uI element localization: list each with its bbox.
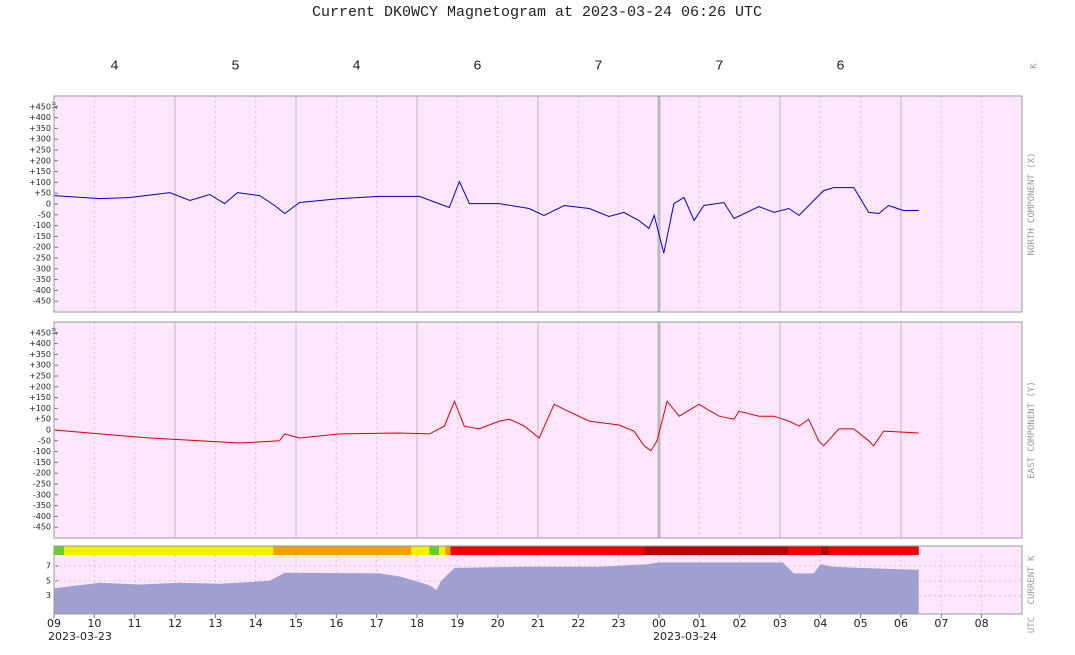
y-tick-label: -250 [33,254,51,263]
y-tick-label: +450 [29,328,51,337]
k-band-segment [429,546,440,555]
x-tick-label: 16 [329,617,343,630]
y-tick-label: +250 [29,146,51,155]
x-tick-label: 17 [370,617,384,630]
x-tick-label: 21 [531,617,545,630]
x-tick-label: 03 [773,617,787,630]
y-tick-label: -450 [33,297,51,306]
y-tick-label: 7 [46,562,51,571]
x-tick-label: 15 [289,617,303,630]
k-index-value: 6 [836,59,844,75]
k-index-value: 6 [473,59,481,75]
k-index-value: 4 [352,59,360,75]
trace [53,180,919,254]
date-label: 2023-03-24 [653,630,717,643]
y-tick-label: -50 [38,210,51,219]
y-tick-label: -300 [33,490,51,499]
x-tick-label: 01 [692,617,706,630]
y-tick-label: -400 [33,512,51,521]
k-area [54,562,919,614]
x-tick-label: 11 [128,617,142,630]
x-tick-label: 06 [894,617,908,630]
k-band-segment [64,546,274,555]
y-tick-label: -350 [33,275,51,284]
x-tick-label: 22 [571,617,585,630]
x-tick-label: 19 [450,617,464,630]
x-tick-label: 09 [47,617,61,630]
x-tick-label: 07 [934,617,948,630]
y-tick-label: +200 [29,382,51,391]
x-tick-label: 10 [87,617,101,630]
k-band-segment [54,546,65,555]
y-tick-label: +400 [29,339,51,348]
axis-label: NORTH COMPONENT (X) [1027,153,1037,256]
axis-label: CURRENT K [1027,555,1037,604]
y-tick-label: -450 [33,523,51,532]
k-index-value: 4 [110,59,118,75]
x-tick-label: 05 [854,617,868,630]
trace [53,399,919,452]
k-band-segment [439,546,446,555]
y-tick-label: +100 [29,404,51,413]
y-tick-label: -400 [33,286,51,295]
y-tick-label: +200 [29,156,51,165]
y-tick-label: 3 [46,591,51,600]
x-tick-label: 20 [491,617,505,630]
y-tick-label: +400 [29,113,51,122]
y-tick-label: -350 [33,501,51,510]
axis-label: EAST COMPONENT (Y) [1027,381,1037,479]
x-tick-label: 13 [208,617,222,630]
y-tick-label: -100 [33,447,51,456]
x-axis-label: UTC [1027,617,1037,633]
y-tick-label: 0 [46,426,51,435]
y-tick-label: +100 [29,178,51,187]
y-tick-label: +350 [29,350,51,359]
x-tick-label: 08 [975,617,989,630]
chart-title: Current DK0WCY Magnetogram at 2023-03-24… [312,4,762,21]
y-tick-label: +50 [34,189,51,198]
plot-frame [53,95,1023,313]
y-tick-label: -100 [33,221,51,230]
y-tick-label: +50 [34,415,51,424]
x-tick-label: 00 [652,617,666,630]
y-tick-label: +150 [29,167,51,176]
x-tick-label: 12 [168,617,182,630]
x-tick-label: 02 [733,617,747,630]
k-band-segment [445,546,451,555]
k-index-value: 7 [715,59,723,75]
x-tick-label: 04 [813,617,827,630]
k-band-segment [820,546,830,555]
y-tick-label: 0 [46,200,51,209]
k-band-segment [644,546,789,555]
k-index-value: 7 [594,59,602,75]
plot-frame [53,321,1023,539]
y-tick-label: -150 [33,232,51,241]
x-tick-label: 18 [410,617,424,630]
y-tick-label: +350 [29,124,51,133]
k-band-segment [273,546,412,555]
y-tick-label: +250 [29,372,51,381]
k-band-segment [829,546,919,555]
k-index-value: 5 [231,59,239,75]
k-label: K [1030,63,1040,69]
y-tick-label: -300 [33,264,51,273]
date-label: 2023-03-23 [48,630,112,643]
y-tick-label: +300 [29,361,51,370]
y-tick-label: -250 [33,480,51,489]
y-tick-label: -50 [38,436,51,445]
y-tick-label: +300 [29,135,51,144]
y-tick-label: +150 [29,393,51,402]
k-band-segment [450,546,645,555]
x-tick-label: 23 [612,617,626,630]
k-band-segment [788,546,821,555]
x-tick-label: 14 [249,617,263,630]
y-tick-label: -150 [33,458,51,467]
y-tick-label: 5 [46,576,51,585]
y-tick-label: +450 [29,102,51,111]
y-tick-label: -200 [33,469,51,478]
k-band-segment [411,546,430,555]
y-tick-label: -200 [33,243,51,252]
